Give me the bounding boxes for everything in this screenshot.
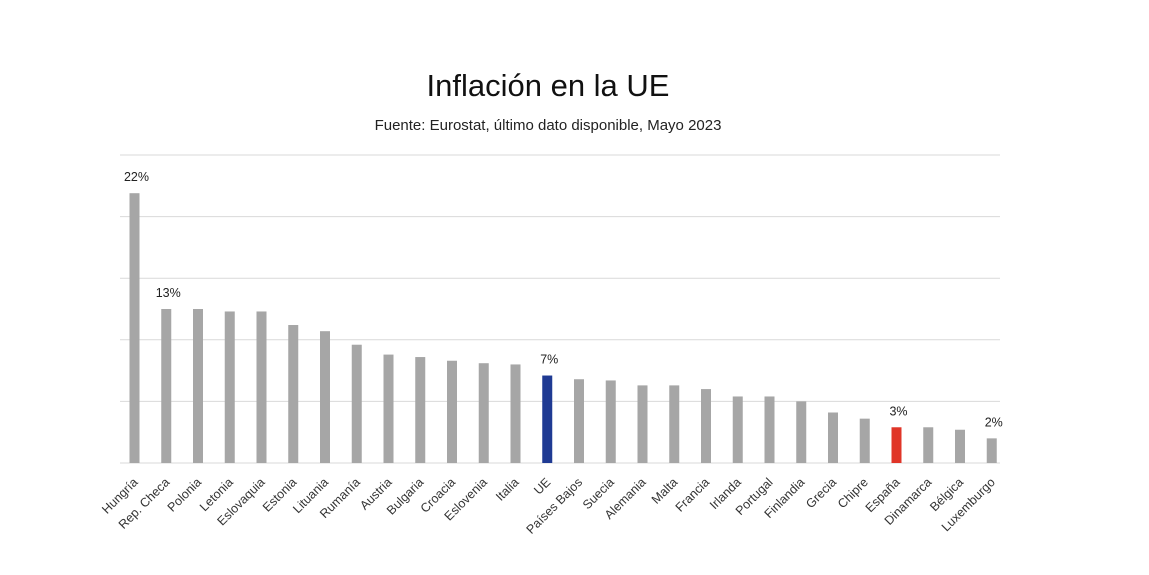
category-label: Italia [493,475,522,504]
bar-bulgaria [415,357,426,463]
bar-países-bajos [574,379,584,463]
bar-estonia [288,325,299,463]
chart-title: Inflación en la UE [427,68,670,103]
bar-eslovaquia [256,311,267,463]
data-label: 3% [889,404,907,418]
bar-suecia [605,380,616,463]
bar-francia [701,389,711,463]
data-label: 2% [985,415,1003,429]
bar-italia [510,364,521,463]
data-label: 7% [540,353,558,367]
bar-austria [383,354,394,463]
data-labels: 22% 13% 7% 3% 2% [124,170,1003,429]
bar-hungría [129,193,140,463]
bar-bélgica [955,429,965,463]
bar-croacia [447,360,457,463]
bar-dinamarca [923,427,934,463]
bar-polonia [193,309,203,463]
bar-rep-checa [161,309,172,463]
bar-chipre [859,418,870,463]
bar-grecia [828,412,838,463]
category-label: Países Bajos [524,475,585,536]
bar-finlandia [796,401,807,463]
category-label: Polonia [165,475,204,514]
category-label: Grecia [803,475,839,511]
chart-subtitle: Fuente: Eurostat, último dato disponible… [375,117,722,134]
bar-irlanda [732,396,743,463]
bars [129,193,997,463]
bar-ue [542,375,553,463]
category-label: UE [531,475,553,497]
bar-malta [669,385,680,463]
bar-luxemburgo [986,438,997,463]
bar-españa [891,427,902,463]
category-label: Francia [673,475,712,514]
data-label: 22% [124,170,149,184]
bar-portugal [764,396,775,463]
bar-letonia [224,311,235,463]
bar-rumanía [351,344,362,463]
gridlines [120,154,1000,464]
bar-eslovenia [478,363,489,463]
data-label: 13% [156,286,181,300]
bar-lituania [320,331,330,463]
bar-alemania [637,385,648,463]
